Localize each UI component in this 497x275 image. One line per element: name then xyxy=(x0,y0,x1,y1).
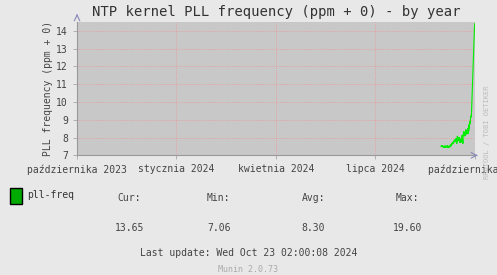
Text: 13.65: 13.65 xyxy=(114,223,144,233)
Text: RRDTOOL / TOBI OETIKER: RRDTOOL / TOBI OETIKER xyxy=(484,85,490,179)
Text: Max:: Max: xyxy=(396,193,419,203)
Text: Avg:: Avg: xyxy=(301,193,325,203)
Text: 19.60: 19.60 xyxy=(393,223,422,233)
Text: Cur:: Cur: xyxy=(117,193,141,203)
Title: NTP kernel PLL frequency (ppm + 0) - by year: NTP kernel PLL frequency (ppm + 0) - by … xyxy=(91,6,460,20)
Text: 7.06: 7.06 xyxy=(207,223,231,233)
Text: Munin 2.0.73: Munin 2.0.73 xyxy=(219,265,278,274)
Text: 8.30: 8.30 xyxy=(301,223,325,233)
Text: Min:: Min: xyxy=(207,193,231,203)
Text: Last update: Wed Oct 23 02:00:08 2024: Last update: Wed Oct 23 02:00:08 2024 xyxy=(140,248,357,258)
Text: pll-freq: pll-freq xyxy=(27,190,75,200)
Y-axis label: PLL frequency (ppm + 0): PLL frequency (ppm + 0) xyxy=(43,21,54,156)
